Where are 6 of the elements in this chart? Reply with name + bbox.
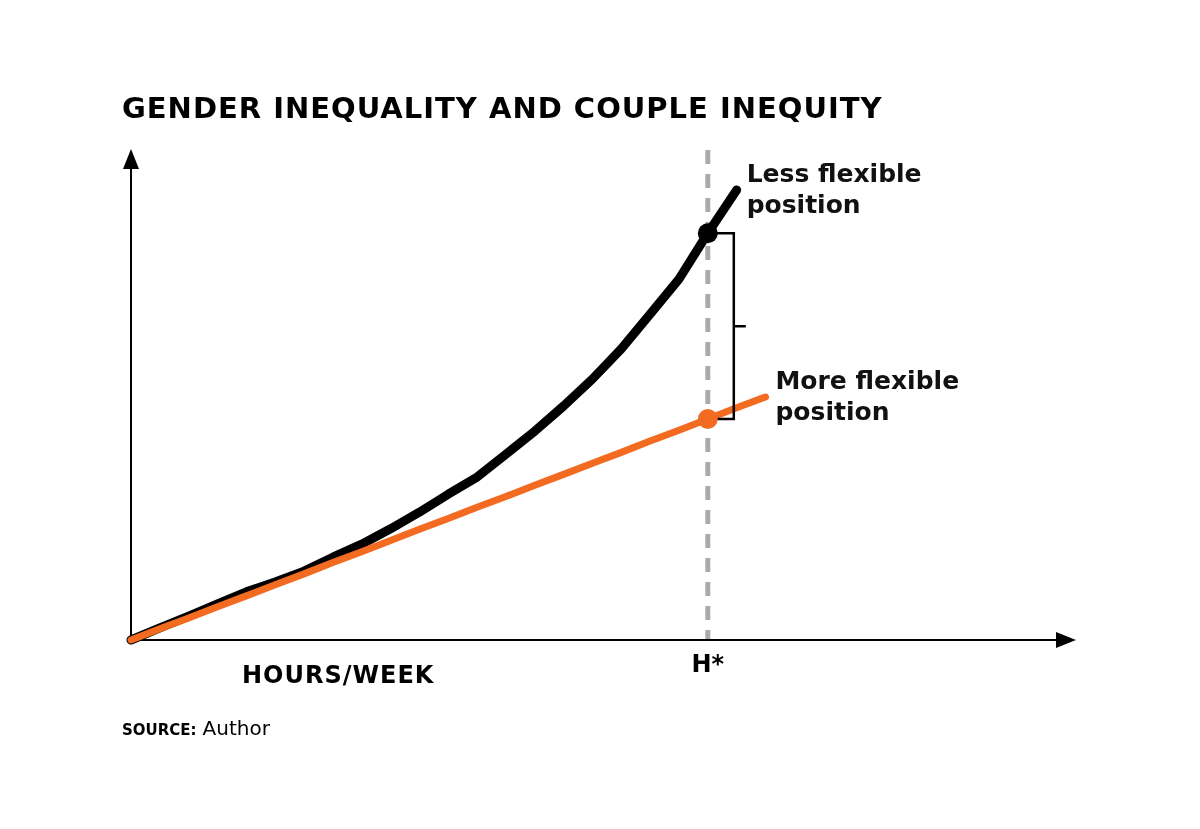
text: H*	[691, 650, 725, 678]
chart-title: GENDER INEQUALITY AND COUPLE INEQUITY	[122, 91, 883, 125]
source-note: SOURCE: Author	[122, 716, 271, 740]
x-axis-title: HOURS/WEEK	[242, 661, 435, 689]
series-label: Less flexible position	[746, 159, 922, 219]
series-label: More flexible position	[775, 366, 960, 426]
